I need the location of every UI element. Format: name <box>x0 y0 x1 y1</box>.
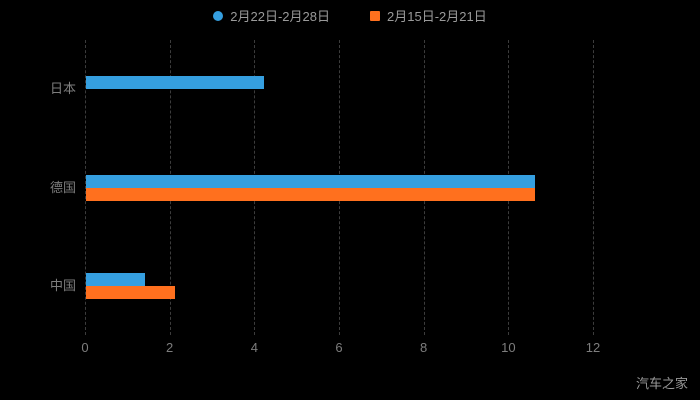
category-label: 德国 <box>49 179 76 195</box>
bar-series0-中国 <box>86 272 146 286</box>
x-tick-label: 4 <box>250 340 258 355</box>
gridline <box>593 40 594 335</box>
legend-label: 2月22日-2月28日 <box>230 9 330 24</box>
category-label: 中国 <box>49 277 76 293</box>
category-label: 日本 <box>49 81 76 97</box>
legend-marker-icon <box>213 10 224 21</box>
bar-series0-德国 <box>86 174 535 188</box>
plot-area <box>85 40 594 335</box>
legend-item-1[interactable]: 2月15日-2月21日 <box>370 6 487 25</box>
x-tick-label: 8 <box>420 340 428 355</box>
bar-series1-德国 <box>86 187 535 201</box>
bar-series1-中国 <box>86 285 175 299</box>
x-tick-label: 12 <box>585 340 601 355</box>
legend-marker-icon <box>370 10 380 21</box>
legend-item-0[interactable]: 2月22日-2月28日 <box>213 6 330 25</box>
legend-label: 2月15日-2月21日 <box>387 9 487 24</box>
watermark: 汽车之家 <box>635 376 688 391</box>
x-tick-label: 2 <box>166 340 174 355</box>
x-tick-label: 10 <box>501 340 516 355</box>
x-tick-label: 6 <box>335 340 343 355</box>
legend: 2月22日-2月28日 2月15日-2月21日 <box>0 6 700 25</box>
gridline <box>85 40 86 335</box>
bar-series0-日本 <box>86 76 264 90</box>
x-tick-label: 0 <box>81 340 89 355</box>
